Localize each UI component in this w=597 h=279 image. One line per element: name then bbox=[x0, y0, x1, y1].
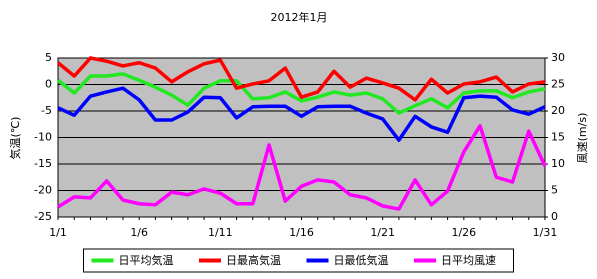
legend-label: 日平均気温 bbox=[119, 253, 174, 267]
y-axis-label: 気温(℃) bbox=[8, 117, 22, 160]
legend-label: 日平均風速 bbox=[441, 254, 496, 267]
series-line bbox=[57, 86, 546, 142]
legend-box bbox=[83, 248, 514, 273]
y2-tick-label: 0 bbox=[551, 210, 558, 223]
legend-label: 日最高気温 bbox=[226, 253, 281, 267]
x-tick-label: 1/21 bbox=[370, 226, 395, 239]
y-tick-label: -20 bbox=[34, 184, 52, 197]
x-tick-label: 1/26 bbox=[451, 226, 476, 239]
chart-title: 2012年1月 bbox=[271, 10, 328, 24]
x-tick-label: 1/31 bbox=[533, 226, 558, 239]
y2-tick-label: 20 bbox=[551, 104, 565, 117]
y2-axis-label: 風速(m/s) bbox=[576, 113, 589, 164]
y2-tick-label: 5 bbox=[551, 184, 558, 197]
y-tick-label: 5 bbox=[45, 51, 52, 64]
series-line bbox=[57, 124, 547, 211]
y2-tick-label: 25 bbox=[551, 78, 565, 91]
legend-label: 日最低気温 bbox=[334, 253, 389, 267]
series-line bbox=[56, 56, 546, 102]
x-tick-label: 1/6 bbox=[130, 226, 148, 239]
x-tick-label: 1/11 bbox=[208, 226, 233, 239]
series-line bbox=[56, 72, 546, 115]
x-tick-label: 1/1 bbox=[49, 226, 67, 239]
x-tick-label: 1/16 bbox=[289, 226, 314, 239]
y-tick-label: -15 bbox=[34, 157, 52, 170]
y-tick-label: -10 bbox=[34, 131, 52, 144]
y2-tick-label: 30 bbox=[551, 51, 565, 64]
y2-tick-label: 10 bbox=[551, 157, 565, 170]
y-tick-label: -5 bbox=[41, 104, 52, 117]
y2-tick-label: 15 bbox=[551, 131, 565, 144]
y-tick-label: -25 bbox=[34, 210, 52, 223]
y-tick-label: 0 bbox=[45, 78, 52, 91]
